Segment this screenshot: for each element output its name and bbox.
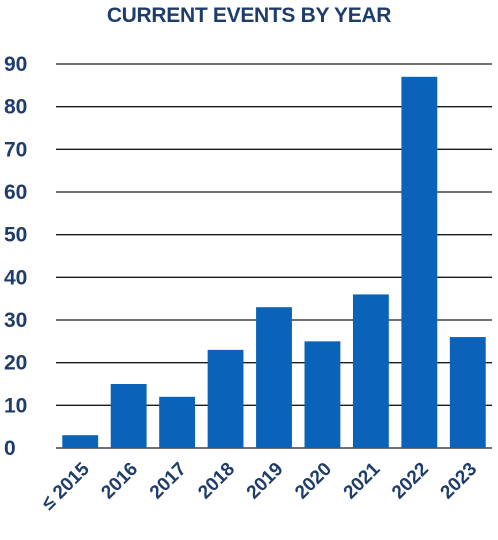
y-tick-label: 30: [4, 309, 27, 332]
x-axis-ticks: ≤ 2015 2016 2017 2018 2019 2020 2021 2022 2023: [38, 458, 481, 514]
bar-7: [401, 76, 438, 449]
y-tick-label: 60: [4, 181, 27, 204]
y-tick-label: 0: [4, 437, 16, 460]
bar-0: [62, 435, 99, 448]
x-tick-label: 2023: [437, 459, 482, 504]
bar-4: [256, 307, 292, 448]
y-tick-label: 10: [4, 394, 27, 417]
bar-2: [159, 396, 196, 448]
bar-5: [304, 341, 341, 448]
bar-3: [207, 349, 244, 448]
x-tick-label: 2021: [340, 458, 385, 503]
x-tick-label: 2018: [194, 459, 239, 504]
x-tick-label: 2022: [388, 459, 433, 504]
x-tick-label: 2017: [146, 459, 191, 504]
bars: [62, 76, 486, 449]
x-tick-label: 2016: [97, 459, 142, 504]
x-tick-label: 2019: [243, 459, 288, 504]
bar-1: [110, 384, 147, 448]
bar-6: [352, 294, 389, 448]
y-tick-label: 20: [4, 352, 27, 375]
x-tick-label: ≤ 2015: [38, 458, 94, 514]
y-axis-ticks: 0 10 20 30 40 50 60 70 80 90: [4, 53, 27, 460]
bar-8: [449, 337, 486, 448]
chart-title: CURRENT EVENTS BY YEAR: [106, 4, 392, 27]
y-tick-label: 40: [4, 266, 27, 289]
y-tick-label: 80: [4, 96, 27, 119]
y-tick-label: 70: [4, 138, 27, 161]
y-tick-label: 90: [4, 53, 27, 76]
y-tick-label: 50: [4, 224, 27, 247]
x-tick-label: 2020: [291, 459, 336, 504]
